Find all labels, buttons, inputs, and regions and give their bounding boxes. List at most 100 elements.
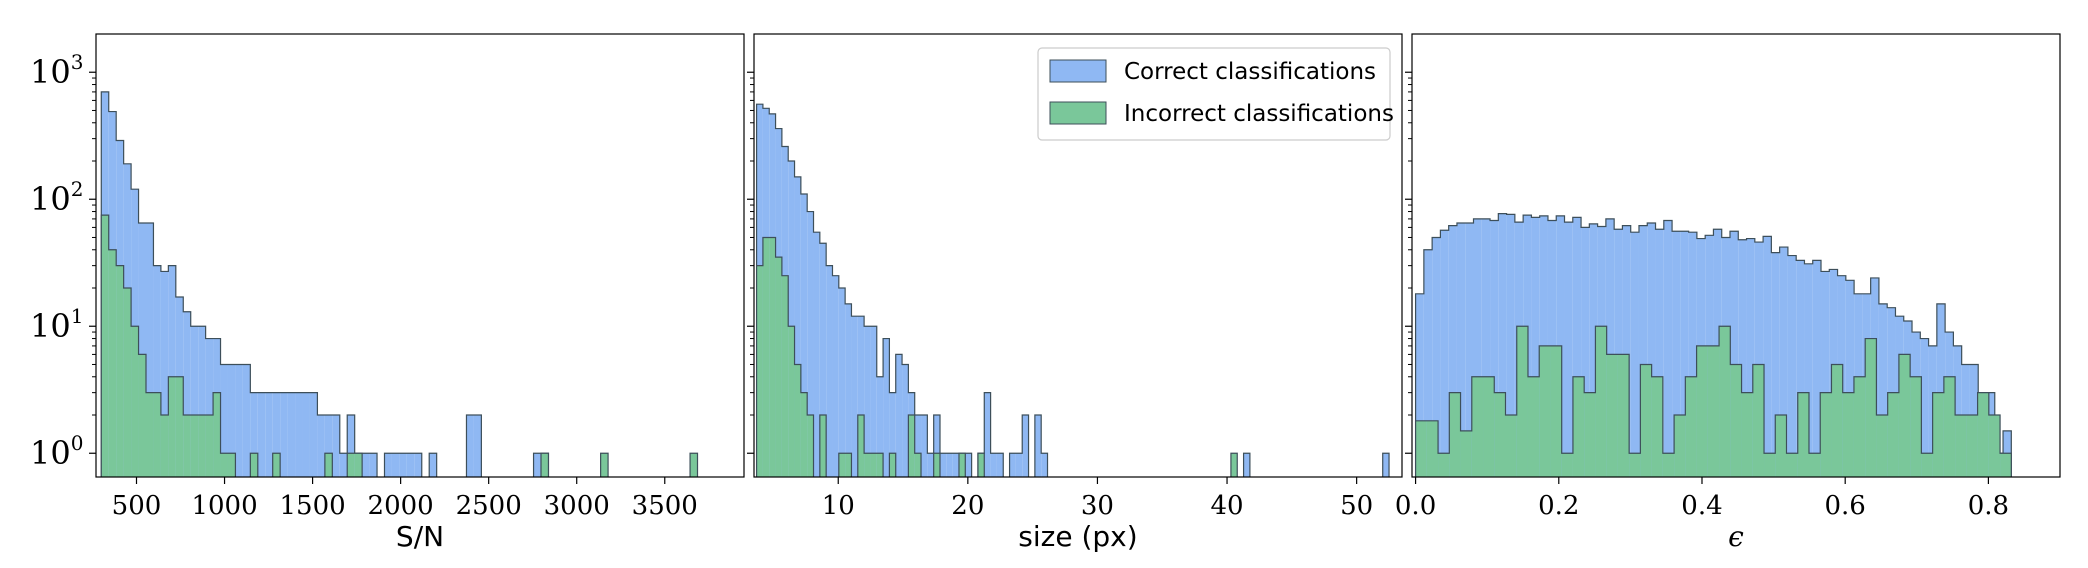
axes-frame: [95, 33, 745, 478]
x-axis-label: size (px): [1018, 520, 1137, 553]
histogram-bar: [287, 392, 296, 477]
ellipticity-histogram-panel: 0.0 0.2 0.4 0.6 0.8 ϵ: [1395, 33, 2061, 553]
histogram-bar: [600, 453, 609, 477]
histogram-bar: [362, 453, 370, 477]
histogram-bar: [213, 392, 221, 477]
histogram-bar: [257, 392, 266, 477]
histogram-bar: [1729, 231, 1739, 477]
legend-label: Correct classifications: [1124, 59, 1376, 85]
histogram-bar: [272, 453, 281, 477]
histogram-bar: [1741, 392, 1753, 477]
histogram-bar: [1831, 364, 1843, 477]
histogram-bar: [1415, 420, 1427, 477]
histogram-bar: [391, 453, 400, 477]
histogram-bar: [332, 415, 340, 477]
histogram-bar: [1663, 220, 1673, 477]
histogram-bar: [347, 415, 355, 477]
histogram-bar: [864, 453, 871, 477]
histogram-bar: [857, 415, 865, 477]
histogram-bar: [1490, 220, 1499, 477]
histogram-bar: [1572, 217, 1582, 477]
histogram-bar: [399, 453, 407, 477]
histogram-bar: [889, 392, 896, 477]
histogram-bar: [1494, 392, 1506, 477]
histogram-bar: [876, 376, 884, 477]
histogram-bar: [1796, 260, 1805, 477]
histogram-bar: [116, 265, 124, 477]
histogram-bar: [198, 326, 206, 477]
histogram-outline: [1414, 325, 2012, 477]
axes-frame: [1411, 33, 2061, 478]
histogram-bar: [1812, 260, 1822, 477]
plot-area: [100, 91, 699, 477]
histogram-bar: [864, 326, 871, 477]
histogram-bar: [1804, 263, 1813, 477]
histogram-bar: [1584, 392, 1596, 477]
histogram-bar: [984, 392, 991, 477]
y-tick-label: 102: [30, 177, 83, 218]
histogram-bar: [933, 453, 941, 477]
histogram-bar: [175, 376, 184, 477]
histogram-bar: [819, 415, 827, 477]
histogram-bar: [1382, 453, 1390, 477]
histogram-bar: [1440, 230, 1449, 477]
histogram-bar: [1617, 354, 1630, 477]
histogram-bar: [1779, 247, 1788, 477]
y-tick-label: 101: [30, 304, 83, 345]
x-tick-label: 3500: [632, 491, 698, 521]
x-tick-label: 500: [112, 491, 162, 521]
histogram-bar: [1622, 225, 1631, 477]
histogram-bar: [914, 415, 922, 477]
histogram-bar: [354, 453, 363, 477]
histogram-bar: [108, 249, 117, 477]
histogram-bar: [1423, 249, 1433, 477]
histogram-bar: [845, 453, 852, 477]
histogram-bar: [198, 415, 206, 477]
histogram-bar: [272, 392, 281, 477]
histogram-bar: [788, 161, 795, 477]
x-tick-label: 20: [951, 491, 984, 521]
histogram-bar: [1754, 242, 1764, 477]
x-tick-label: 0.6: [1825, 491, 1866, 521]
histogram-bar: [466, 415, 474, 477]
histogram-bar: [1465, 222, 1474, 477]
histogram-bar: [775, 257, 782, 477]
histogram-bar: [280, 392, 288, 477]
histogram-bar: [339, 453, 348, 477]
x-tick-label: 1000: [191, 491, 257, 521]
histogram-bar: [1865, 338, 1877, 477]
histogram-bar: [168, 265, 176, 477]
histogram-bar: [242, 364, 251, 477]
histogram-bar: [1821, 271, 1830, 477]
histogram-bar: [541, 453, 549, 477]
histogram-bar: [1685, 376, 1697, 477]
histogram-bar: [838, 288, 846, 477]
histogram-bar: [1572, 376, 1585, 477]
histogram-bar: [1688, 232, 1697, 477]
histogram-bar: [1797, 392, 1809, 477]
histogram-bar: [946, 453, 953, 477]
histogram-bar: [769, 237, 776, 477]
plot-area: [755, 103, 1390, 477]
histogram-bar: [1460, 430, 1472, 477]
histogram-bar: [347, 453, 355, 477]
histogram-bar: [1786, 453, 1798, 477]
histogram-bar: [1605, 218, 1615, 477]
histogram-bar: [533, 453, 542, 477]
histogram-bar: [838, 453, 846, 477]
histogram-bar: [788, 326, 795, 477]
histogram-bar: [1674, 415, 1686, 477]
histogram-bar: [160, 415, 169, 477]
histogram-bar: [429, 453, 437, 477]
histogram-bar: [1746, 238, 1755, 477]
histogram-bar: [1527, 376, 1540, 477]
histogram-bar: [996, 453, 1004, 477]
axes-frame: [753, 33, 1403, 478]
histogram-bar: [1561, 453, 1573, 477]
histogram-bar: [1473, 218, 1482, 477]
histogram-bar: [205, 338, 214, 477]
histogram-bar: [927, 453, 934, 477]
histogram-bar: [1787, 255, 1797, 477]
histogram-bar: [183, 415, 191, 477]
legend-label: Incorrect classifications: [1124, 101, 1394, 127]
